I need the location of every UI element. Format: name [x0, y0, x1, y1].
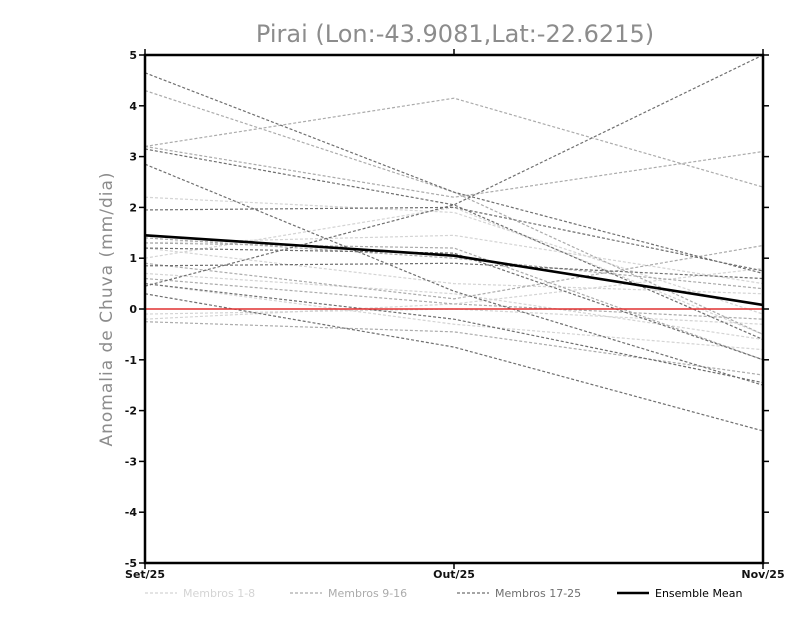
series-line-member-17	[144, 72, 764, 275]
series-line-member-9	[144, 97, 764, 188]
axes-layer: -5 -4 -3 -2 -1 0 1 2 3 4 5 Set/25 Out/25 Nov/25	[125, 49, 785, 581]
y-tick-label: 3	[129, 151, 137, 164]
y-tick-label: 1	[129, 252, 137, 265]
legend-label: Membros 1-8	[183, 587, 255, 600]
y-tick-label: -4	[125, 506, 138, 519]
legend-item: Membros 1-8	[145, 587, 255, 600]
y-tick-label: 5	[129, 49, 137, 62]
series-line-member-2	[144, 234, 764, 285]
series-line-member-10	[144, 89, 764, 335]
legend-item: Membros 17-25	[457, 587, 581, 600]
series-line-member-8	[144, 308, 764, 325]
series-line-member-19	[144, 163, 764, 386]
series-line-member-14	[144, 277, 764, 320]
x-tick-label: Set/25	[125, 568, 165, 581]
series-line-member-3	[144, 206, 764, 335]
series-line-member-5	[144, 267, 764, 320]
y-tick-label: -2	[125, 405, 137, 418]
x-tick-label: Nov/25	[741, 568, 784, 581]
y-axis-label: Anomalia de Chuva (mm/dia)	[97, 171, 117, 446]
y-tick-label: -5	[125, 557, 137, 570]
series-line-member-24	[144, 247, 764, 361]
series-line-member-21	[144, 54, 764, 287]
y-tick-label: 0	[129, 303, 137, 316]
series-line-member-15	[144, 237, 764, 290]
legend-label: Membros 17-25	[495, 587, 581, 600]
series-layer	[144, 54, 764, 432]
legend-item: Ensemble Mean	[617, 587, 742, 600]
x-tick-label: Out/25	[433, 568, 475, 581]
legend-item: Membros 9-16	[290, 587, 407, 600]
legend-label: Membros 9-16	[328, 587, 407, 600]
legend-label: Ensemble Mean	[655, 587, 742, 600]
y-tick-label: -1	[125, 354, 137, 367]
series-line-member-7	[144, 247, 764, 295]
series-line-member-11	[144, 145, 764, 198]
series-line-member-13	[144, 244, 764, 300]
series-line-member-4	[144, 283, 764, 351]
series-line-member-12	[144, 242, 764, 361]
series-line-member-16	[144, 321, 764, 376]
chart-title: Pirai (Lon:-43.9081,Lat:-22.6215)	[256, 20, 654, 48]
series-line-ensemble-mean	[144, 234, 764, 307]
legend: Membros 1-8 Membros 9-16 Membros 17-25 Ense…	[145, 587, 742, 600]
series-line-member-23	[144, 293, 764, 432]
y-tick-label: 4	[129, 100, 137, 113]
series-line-member-22	[144, 283, 764, 384]
y-tick-label: -3	[125, 455, 137, 468]
series-line-member-25	[144, 262, 764, 280]
y-tick-label: 2	[129, 201, 137, 214]
